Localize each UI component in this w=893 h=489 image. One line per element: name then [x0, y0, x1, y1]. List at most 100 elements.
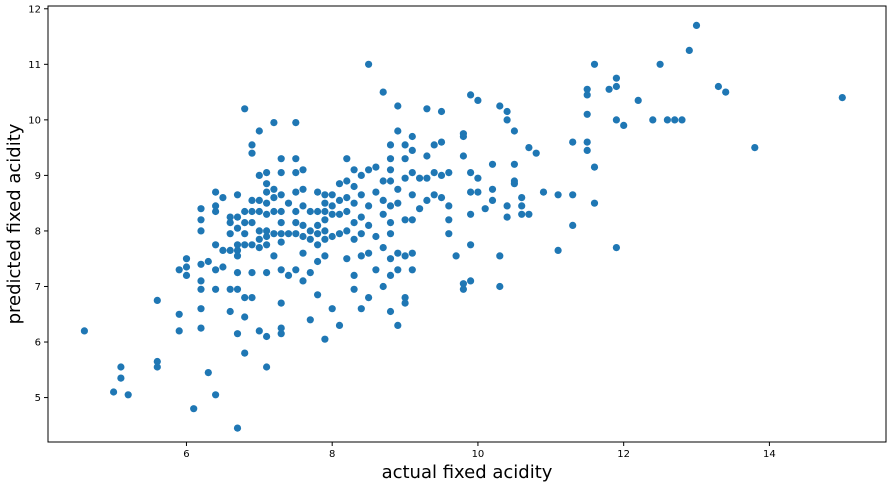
data-point — [569, 221, 577, 229]
data-point — [233, 213, 242, 221]
data-point — [277, 191, 285, 199]
data-point — [714, 82, 723, 91]
data-point — [357, 171, 365, 179]
data-point — [153, 363, 161, 371]
data-point — [284, 199, 293, 207]
data-point — [386, 271, 395, 279]
data-point — [263, 169, 271, 177]
plot-area-frame — [47, 5, 887, 443]
data-point — [554, 246, 562, 254]
data-point — [408, 132, 416, 141]
data-point — [350, 182, 358, 191]
data-point — [423, 152, 431, 160]
data-point — [394, 102, 402, 110]
data-point — [292, 207, 300, 216]
data-point — [80, 327, 88, 335]
data-point — [474, 174, 482, 182]
data-point — [343, 207, 351, 216]
data-point — [212, 285, 220, 293]
data-point — [314, 241, 322, 249]
y-tick-label: 6 — [35, 338, 41, 349]
data-point — [612, 82, 621, 91]
data-point — [241, 230, 249, 238]
data-point — [263, 332, 271, 341]
data-point — [204, 369, 212, 377]
data-point — [233, 241, 242, 249]
data-point — [255, 244, 263, 252]
data-point — [233, 224, 242, 232]
data-point — [270, 185, 278, 193]
data-point — [175, 266, 183, 274]
data-point — [292, 266, 300, 274]
data-point — [197, 285, 205, 293]
data-point — [838, 94, 846, 102]
data-point — [503, 213, 511, 221]
data-point — [212, 202, 220, 210]
data-point — [612, 74, 621, 82]
data-point — [590, 163, 599, 171]
data-point — [408, 249, 416, 257]
data-point — [656, 60, 664, 68]
data-point — [241, 219, 249, 227]
data-point — [233, 191, 242, 199]
data-point — [197, 305, 205, 313]
data-point — [386, 202, 395, 210]
data-point — [299, 166, 307, 174]
data-point — [671, 116, 679, 124]
data-point — [437, 171, 446, 179]
data-point — [182, 255, 191, 263]
data-point — [306, 269, 314, 277]
data-point — [263, 241, 271, 249]
data-point — [401, 294, 409, 302]
data-point — [467, 241, 475, 249]
data-point — [401, 141, 409, 149]
data-point — [328, 305, 336, 313]
data-point — [270, 207, 278, 216]
data-point — [248, 269, 256, 277]
data-point — [270, 119, 278, 127]
y-tick-label: 9 — [35, 171, 41, 182]
data-point — [233, 246, 242, 254]
data-point — [394, 249, 402, 257]
data-point — [496, 252, 504, 260]
data-point — [248, 149, 256, 157]
data-point — [532, 149, 540, 157]
data-point — [328, 210, 336, 218]
data-point — [569, 191, 577, 199]
data-point — [518, 210, 526, 218]
data-point — [233, 269, 242, 277]
data-point — [255, 127, 263, 135]
data-point — [416, 205, 424, 213]
data-point — [525, 210, 533, 218]
data-point — [379, 210, 387, 218]
data-point — [306, 227, 314, 235]
data-point — [255, 327, 263, 335]
data-point — [510, 180, 518, 188]
data-point — [241, 313, 249, 321]
data-point — [328, 232, 336, 241]
data-point — [233, 330, 242, 338]
data-point — [386, 219, 395, 227]
x-axis-label: actual fixed acidity — [382, 462, 553, 483]
data-point — [386, 255, 395, 263]
data-point — [212, 266, 220, 274]
data-point — [335, 196, 344, 204]
data-point — [270, 252, 278, 260]
data-point — [408, 266, 416, 274]
data-point — [343, 155, 351, 163]
data-point — [437, 138, 446, 146]
data-point — [379, 282, 387, 291]
data-point — [219, 246, 227, 254]
data-point — [241, 241, 249, 249]
data-point — [722, 88, 730, 96]
data-point — [292, 230, 300, 238]
data-point — [255, 227, 263, 235]
data-point — [365, 249, 373, 257]
data-point — [284, 271, 293, 279]
data-point — [394, 199, 402, 207]
data-point — [292, 219, 300, 227]
x-tick-label: 10 — [472, 449, 485, 460]
x-tick-label: 6 — [183, 449, 189, 460]
y-axis-label: predicted fixed acidity — [4, 123, 25, 324]
data-point — [284, 230, 293, 238]
